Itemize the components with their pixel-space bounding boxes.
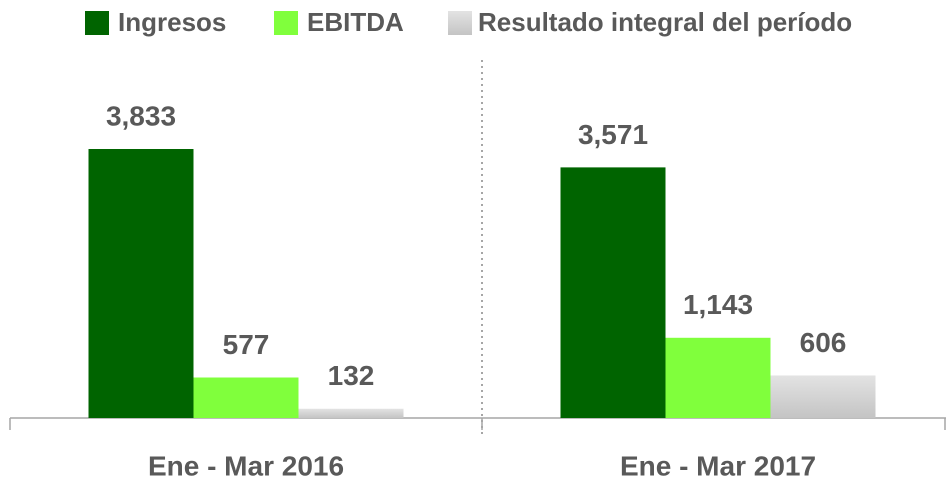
value-label: 1,143 [683,289,753,320]
legend-label: EBITDA [307,7,404,37]
bar [298,408,404,418]
legend-label: Ingresos [118,7,226,37]
x-tick-label: Ene - Mar 2017 [620,450,816,481]
value-label: 3,833 [106,100,176,131]
value-label: 606 [800,327,847,358]
bar [193,377,299,418]
legend-label: Resultado integral del período [478,7,852,37]
bar [770,375,876,418]
value-label: 3,571 [578,119,648,150]
legend-swatch [85,11,109,35]
value-label: 577 [223,329,270,360]
value-label: 132 [328,360,375,391]
x-tick-label: Ene - Mar 2016 [148,450,344,481]
bar [665,337,771,418]
bar [560,167,666,418]
bar [88,149,194,418]
legend-swatch [448,11,472,35]
legend-swatch [274,11,298,35]
